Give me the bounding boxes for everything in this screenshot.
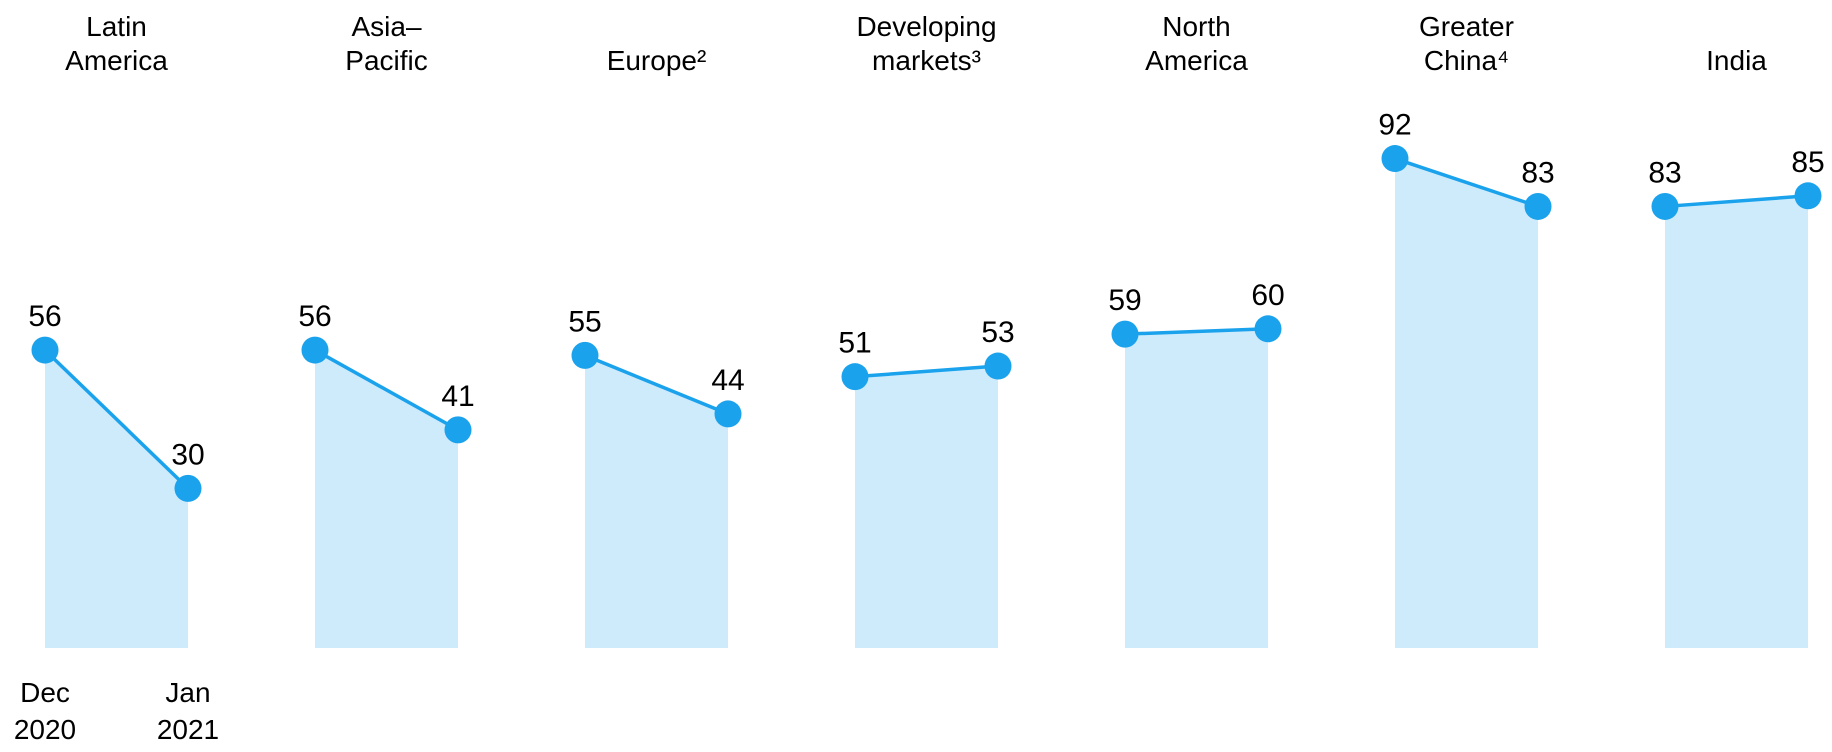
data-point-marker: [841, 363, 869, 391]
value-label: 83: [1521, 156, 1554, 189]
panel-title: America: [65, 45, 168, 76]
value-label: 55: [568, 305, 601, 338]
panel-title: North: [1162, 11, 1230, 42]
value-label: 83: [1648, 156, 1681, 189]
value-label: 85: [1791, 146, 1824, 179]
x-axis-tick-label: Dec: [20, 677, 70, 708]
data-point-marker: [1111, 320, 1139, 348]
panel-title: Greater: [1419, 11, 1514, 42]
data-point-marker: [444, 416, 472, 444]
trend-line: [1394, 156, 1539, 209]
area-fill: [1395, 158, 1538, 648]
data-point-marker: [301, 336, 329, 364]
trend-line: [584, 353, 729, 416]
data-point-marker: [1254, 315, 1282, 343]
trend-line: [314, 348, 459, 432]
data-point-marker: [1381, 145, 1409, 173]
trend-line: [1124, 327, 1269, 336]
x-axis-tick-label: 2021: [157, 714, 219, 745]
area-fill: [315, 350, 458, 648]
data-point-marker: [31, 336, 59, 364]
data-point-marker: [1651, 192, 1679, 220]
panel-title: America: [1145, 45, 1248, 76]
value-label: 60: [1251, 279, 1284, 312]
value-label: 92: [1378, 109, 1411, 142]
x-axis-tick-label: 2020: [14, 714, 76, 745]
panel-title: Latin: [86, 11, 147, 42]
value-label: 41: [441, 380, 474, 413]
value-label: 56: [298, 300, 331, 333]
panel-title: India: [1706, 45, 1767, 76]
panel-title: China⁴: [1424, 45, 1509, 76]
data-point-marker: [571, 341, 599, 369]
panel-title: Developing: [856, 11, 996, 42]
panel-title: Pacific: [345, 45, 427, 76]
value-label: 53: [981, 316, 1014, 349]
trend-line: [1664, 194, 1809, 209]
trend-line: [854, 364, 999, 379]
panel-title: Europe²: [607, 45, 707, 76]
area-fill: [855, 366, 998, 648]
data-point-marker: [1794, 182, 1822, 210]
panel-title: Asia–: [351, 11, 421, 42]
value-label: 44: [711, 364, 744, 397]
value-label: 51: [838, 327, 871, 360]
value-label: 30: [171, 438, 204, 471]
trend-line: [43, 348, 190, 490]
x-axis-tick-label: Jan: [165, 677, 210, 708]
data-point-marker: [714, 400, 742, 428]
data-point-marker: [174, 474, 202, 502]
area-fill: [45, 350, 188, 648]
panel-title: markets³: [872, 45, 981, 76]
area-fill: [585, 355, 728, 648]
value-label: 56: [28, 300, 61, 333]
area-fill: [1125, 328, 1268, 648]
area-fill: [1665, 195, 1808, 649]
value-label: 59: [1108, 284, 1141, 317]
data-point-marker: [1524, 192, 1552, 220]
data-point-marker: [984, 352, 1012, 380]
